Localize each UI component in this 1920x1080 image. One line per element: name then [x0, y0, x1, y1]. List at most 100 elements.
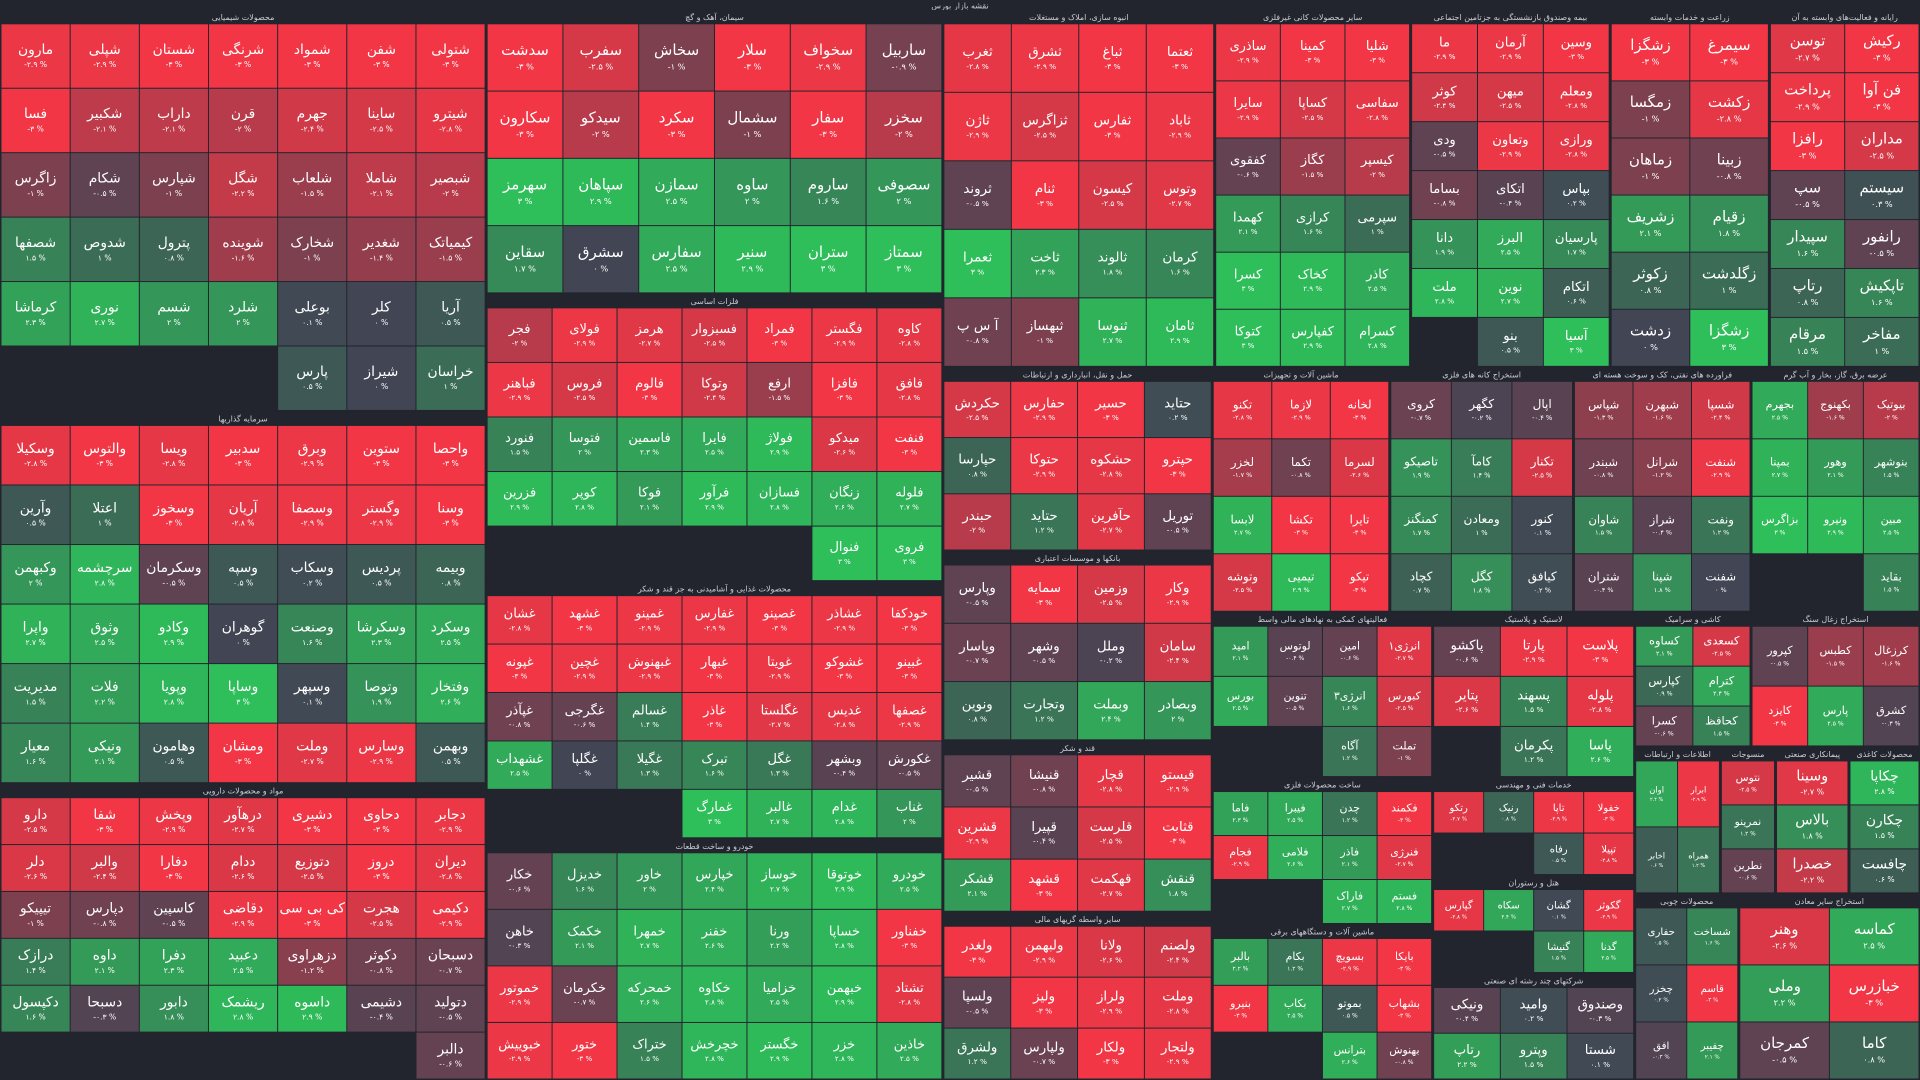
stock-tile: [1633, 496, 1692, 554]
stock-change: -۲.۷ %: [1169, 199, 1191, 208]
stock-symbol: چکارن: [1866, 813, 1903, 829]
stock-change: ۲.۱ %: [1640, 228, 1662, 238]
stock-change: -۰.۹ %: [891, 62, 916, 72]
stock-tile: [1216, 195, 1280, 252]
stock-symbol: غصفها: [892, 703, 927, 718]
stock-tile: [552, 741, 617, 789]
stock-tile: [416, 604, 485, 664]
stock-symbol: تیمیی: [1288, 570, 1315, 584]
stock-change: ۰.۵ %: [1501, 345, 1520, 354]
stock-symbol: فزرین: [503, 485, 536, 500]
stock-change: -۲.۹ %: [93, 60, 116, 69]
stock-symbol: قنیشا: [1029, 768, 1059, 783]
stock-change: -۲.۹ %: [769, 672, 791, 681]
stock-tile: [70, 24, 139, 88]
stock-change: ۱.۵ %: [1874, 831, 1894, 840]
stock-tile: [1412, 171, 1477, 220]
stock-tile: [278, 217, 347, 282]
stock-change: -۲.۹ %: [1169, 130, 1191, 139]
stock-tile: [1574, 381, 1633, 439]
stock-change: ۲.۶ %: [835, 502, 854, 511]
stock-change: -۲.۲ %: [1800, 876, 1824, 885]
stock-change: ۱.۶ %: [1705, 941, 1721, 947]
stock-tile: [208, 24, 278, 88]
stock-tile: [1078, 1028, 1144, 1079]
stock-change: ۲.۲ %: [1774, 998, 1796, 1008]
stock-change: -۲.۹ %: [1795, 101, 1820, 111]
stock-change: -۰.۵ %: [439, 1013, 462, 1022]
stock-tile: [682, 853, 747, 909]
stock-change: -۲.۹ %: [439, 825, 462, 834]
stock-tile: [1721, 849, 1775, 893]
stock-tile: [1391, 381, 1451, 439]
stock-change: -۲.۸ %: [1450, 914, 1467, 920]
stock-symbol: گدنا: [1601, 941, 1617, 953]
stock-change: ۲.۱ %: [95, 757, 115, 766]
stock-change: -۲.۵ %: [704, 339, 726, 348]
stock-symbol: ساربیل: [882, 41, 926, 59]
stock-tile: [1451, 554, 1512, 611]
stock-tile: [347, 88, 416, 153]
stock-change: -۱.۶ %: [1826, 414, 1845, 421]
stock-symbol: فاسمین: [628, 431, 670, 446]
stock-symbol: آرمان: [1495, 33, 1527, 50]
stock-tile: [1146, 229, 1214, 298]
stock-change: ۰.۲ %: [1168, 413, 1188, 422]
stock-tile: [1500, 626, 1567, 676]
stock-change: -۳ %: [304, 60, 320, 69]
stock-tile: [552, 909, 617, 966]
stock-change: ۱.۹ %: [1412, 471, 1430, 479]
stock-change: ۱.۶ %: [1170, 267, 1190, 276]
stock-symbol: فن آوا: [1863, 81, 1902, 99]
stock-change: -۲.۷ %: [1395, 861, 1413, 868]
stock-symbol: کپارس: [1648, 673, 1680, 688]
stock-symbol: سرچشمه: [77, 560, 133, 576]
stock-change: -۳ %: [1398, 966, 1411, 973]
stock-symbol: وتعاون: [1492, 133, 1528, 148]
stock-tile: [487, 417, 552, 472]
stock-tile: [1451, 496, 1512, 554]
stock-symbol: ومعادن: [1464, 512, 1500, 527]
sector-title: استخراج سایر معادن: [1795, 897, 1864, 906]
stock-symbol: پاکشو: [1450, 638, 1484, 653]
stock-change: ۳ %: [1242, 284, 1255, 293]
stock-symbol: تاصیکو: [1403, 455, 1438, 470]
stock-change: -۲.۵ %: [1034, 130, 1056, 139]
stock-symbol: وسصفا: [291, 501, 332, 517]
stock-symbol: سدشت: [501, 41, 549, 59]
stock-change: -۳ %: [235, 60, 251, 69]
stock-symbol: شیترو: [432, 106, 467, 122]
stock-change: ۳ %: [1774, 529, 1785, 536]
stock-change: ۲.۵ %: [900, 1054, 919, 1063]
stock-tile: [1078, 977, 1144, 1028]
stock-change: -۲.۵ %: [301, 872, 324, 881]
sector-title: استخراج زغال سنگ: [1803, 614, 1869, 624]
stock-symbol: خوتوقا: [827, 868, 862, 883]
stock-change: -۲.۴ %: [301, 124, 324, 133]
stock-change: ۱.۲ %: [1034, 714, 1054, 723]
stock-change: ۲.۱ %: [1705, 1055, 1721, 1061]
stock-symbol: شکام: [89, 171, 121, 187]
stock-tile: [1633, 554, 1692, 611]
stock-tile: [944, 859, 1011, 911]
stock-change: ۱.۵ %: [1713, 730, 1730, 737]
stock-symbol: شفنت: [1705, 570, 1736, 584]
stock-change: -۰.۵ %: [966, 785, 988, 794]
stock-change: -۲.۵ %: [1712, 651, 1731, 658]
stock-tile: [416, 485, 485, 545]
stock-change: -۰.۴ %: [370, 1013, 393, 1022]
stock-change: ۲.۴ %: [705, 884, 724, 893]
stock-symbol: سلار: [737, 41, 767, 59]
stock-change: -۲ %: [512, 339, 528, 348]
stock-change: ۲.۵ %: [1501, 248, 1520, 257]
stock-tile: [347, 24, 416, 88]
stock-symbol: خگستر: [760, 1036, 799, 1052]
stock-tile: [1777, 849, 1848, 893]
stock-change: ۰ %: [1715, 586, 1727, 594]
stock-change: ۲.۹ %: [1303, 341, 1322, 350]
stock-symbol: ثنوسا: [1097, 318, 1127, 334]
stock-tile: [1011, 161, 1079, 229]
stock-change: -۲.۹ %: [966, 130, 988, 139]
stock-tile: [1, 485, 70, 545]
stock-symbol: ولکار: [1096, 1041, 1125, 1056]
